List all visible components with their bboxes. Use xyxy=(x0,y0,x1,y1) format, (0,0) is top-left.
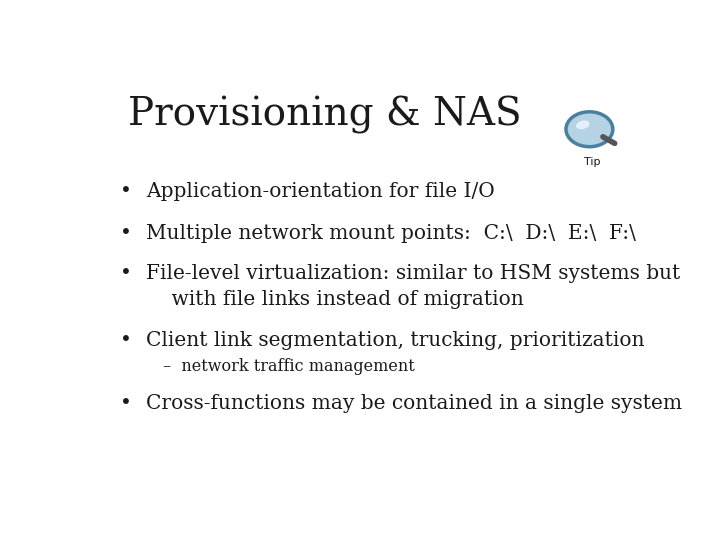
Text: •: • xyxy=(120,182,132,201)
Ellipse shape xyxy=(566,112,613,147)
Text: Multiple network mount points:  C:\  D:\  E:\  F:\: Multiple network mount points: C:\ D:\ E… xyxy=(145,224,636,242)
Text: Client link segmentation, trucking, prioritization: Client link segmentation, trucking, prio… xyxy=(145,330,644,349)
Text: Cross-functions may be contained in a single system: Cross-functions may be contained in a si… xyxy=(145,394,682,413)
Text: File-level virtualization: similar to HSM systems but: File-level virtualization: similar to HS… xyxy=(145,264,680,283)
Text: •: • xyxy=(120,394,132,413)
Text: •: • xyxy=(120,330,132,349)
Text: –  network traffic management: – network traffic management xyxy=(163,358,414,375)
Text: with file links instead of migration: with file links instead of migration xyxy=(145,290,523,309)
Text: •: • xyxy=(120,224,132,242)
Text: Application-orientation for file I/O: Application-orientation for file I/O xyxy=(145,182,495,201)
Text: Provisioning & NAS: Provisioning & NAS xyxy=(127,96,521,134)
Text: Tip: Tip xyxy=(584,157,600,167)
Ellipse shape xyxy=(577,121,589,129)
Text: •: • xyxy=(120,264,132,283)
